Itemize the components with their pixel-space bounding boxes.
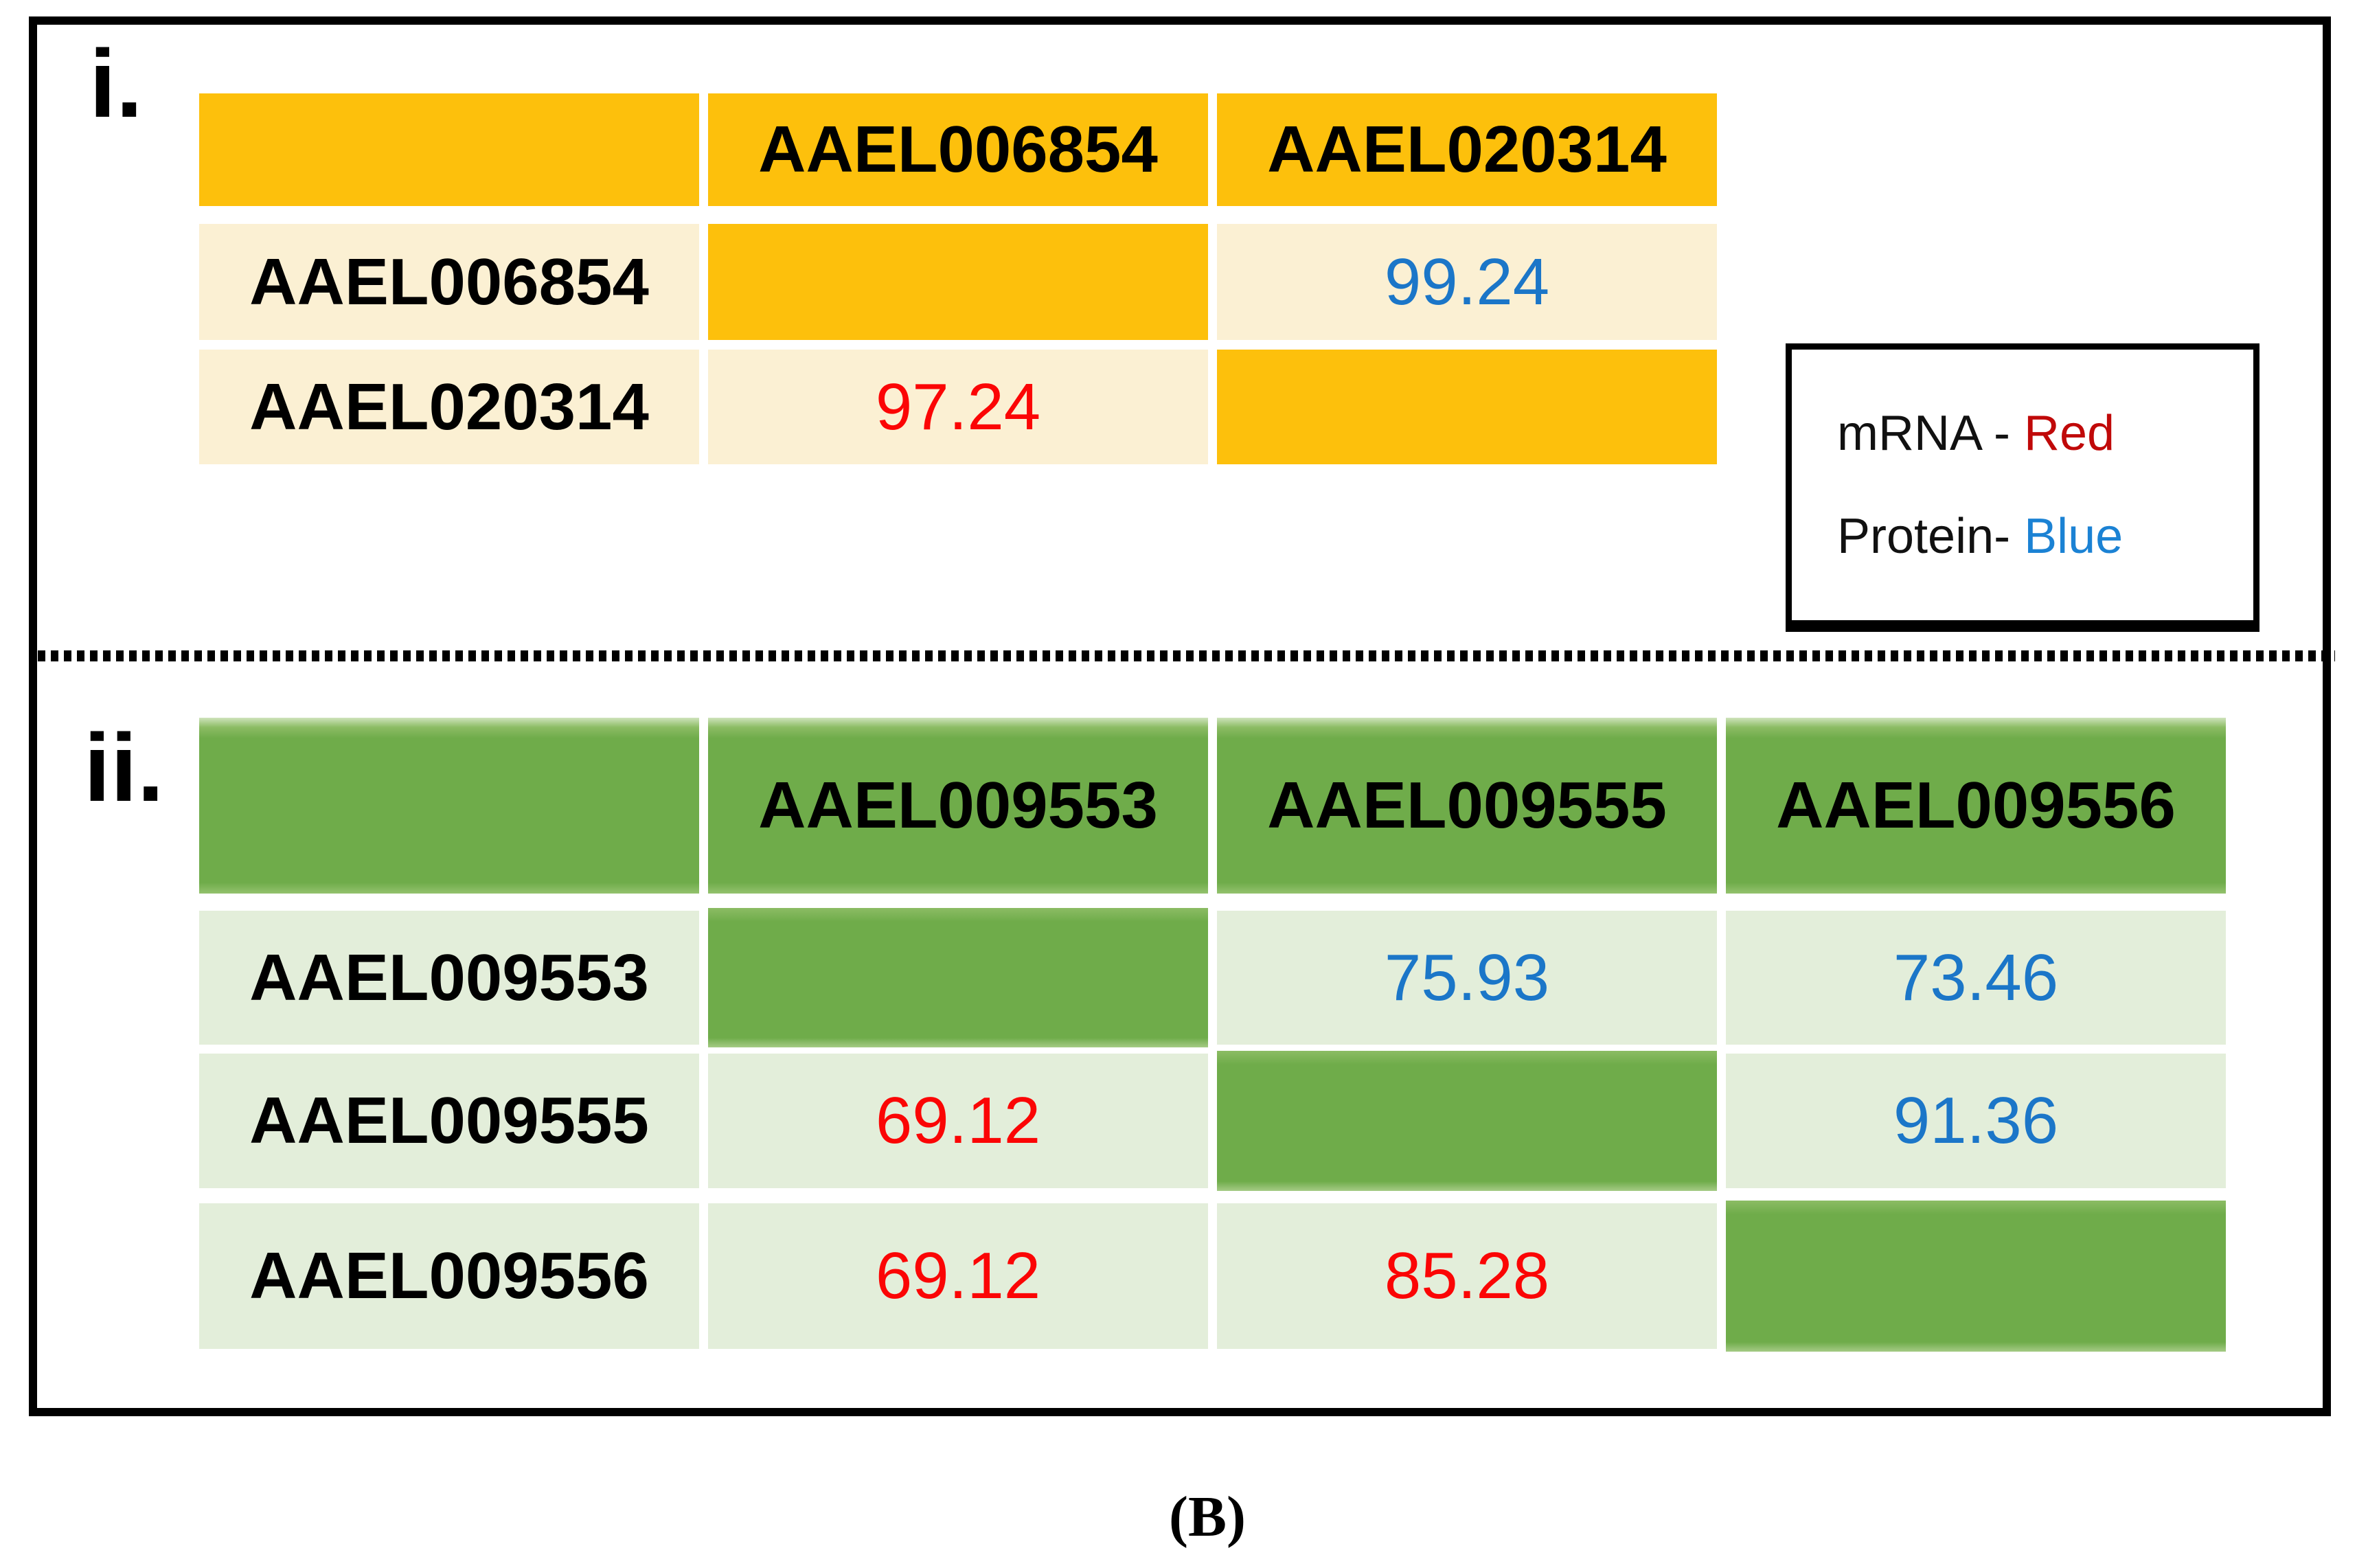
table-ii-header-col2: AAEL009555: [1217, 718, 1717, 894]
table-i-header-col1: AAEL006854: [708, 93, 1208, 206]
legend-red-word: Red: [2024, 406, 2115, 461]
legend-box: mRNA - Red Protein- Blue: [1786, 343, 2259, 632]
table-ii-row-label: AAEL009556: [199, 1203, 699, 1349]
panel-caption: (B): [1169, 1485, 1246, 1549]
table-ii-diagonal-cell: [708, 908, 1208, 1047]
table-ii-value-cell: 91.36: [1726, 1054, 2226, 1188]
table-ii-header-col3: AAEL009556: [1726, 718, 2226, 894]
section-i-label: i.: [89, 30, 143, 137]
table-i-header-col2: AAEL020314: [1217, 93, 1717, 206]
table-ii-value-cell: 73.46: [1726, 911, 2226, 1045]
table-i-header-blank: [199, 93, 699, 206]
table-i-value-cell: 99.24: [1217, 224, 1717, 340]
table-ii-value-cell: 85.28: [1217, 1203, 1717, 1349]
table-ii-value-cell: 69.12: [708, 1054, 1208, 1188]
table-ii-value-cell: 75.93: [1217, 911, 1717, 1045]
legend-line-mrna: mRNA - Red: [1837, 409, 2253, 458]
table-i-row-label: AAEL020314: [199, 350, 699, 464]
dotted-divider: [38, 650, 2335, 661]
table-i-diagonal-cell: [708, 224, 1208, 340]
table-i-diagonal-cell: [1217, 350, 1717, 464]
table-ii-header-blank: [199, 718, 699, 894]
table-ii-row-label: AAEL009553: [199, 911, 699, 1045]
table-i-value-cell: 97.24: [708, 350, 1208, 464]
legend-line-protein: Protein- Blue: [1837, 512, 2253, 561]
legend-mrna-label: mRNA -: [1837, 406, 2025, 461]
section-ii-label: ii.: [84, 714, 164, 821]
table-ii-value-cell: 69.12: [708, 1203, 1208, 1349]
table-ii-header-col1: AAEL009553: [708, 718, 1208, 894]
table-ii-diagonal-cell: [1217, 1051, 1717, 1191]
table-i-row-label: AAEL006854: [199, 224, 699, 340]
table-ii-diagonal-cell: [1726, 1201, 2226, 1352]
legend-blue-word: Blue: [2024, 509, 2124, 564]
table-ii-row-label: AAEL009555: [199, 1054, 699, 1188]
legend-protein-label: Protein-: [1837, 509, 2025, 564]
